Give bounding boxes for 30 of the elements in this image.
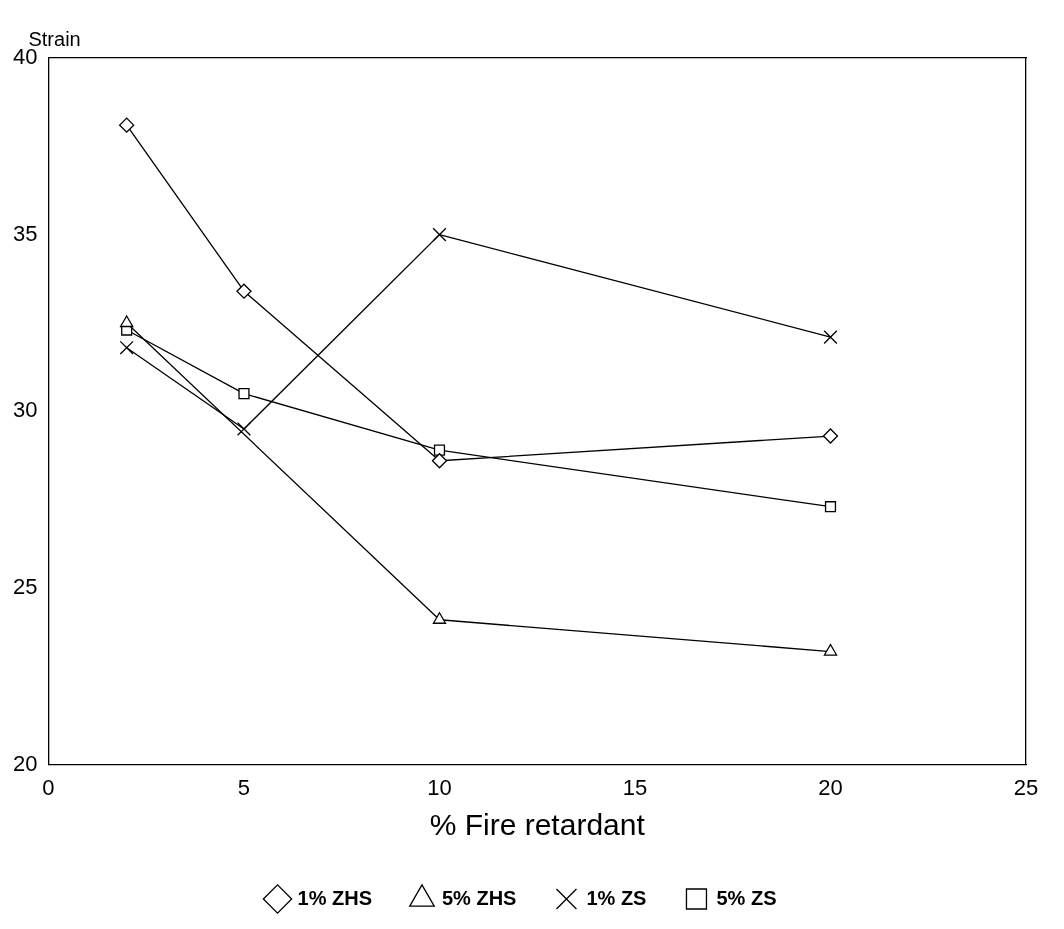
legend-label: 1% ZS xyxy=(586,886,647,909)
point xyxy=(119,315,134,328)
x-tick-label: 0 xyxy=(42,774,55,800)
point xyxy=(823,643,838,656)
y-axis-title: Strain xyxy=(28,27,81,50)
x-axis-title: % Fire retardant xyxy=(429,808,646,842)
point xyxy=(432,227,447,242)
point xyxy=(119,117,135,133)
legend-label: 1% ZHS xyxy=(297,886,372,909)
x-tick-label: 5 xyxy=(237,774,251,800)
y-tick-label: 25 xyxy=(12,574,38,600)
legend-label: 5% ZHS xyxy=(441,886,517,909)
point xyxy=(119,340,134,355)
point xyxy=(238,388,250,400)
point xyxy=(236,421,251,436)
x-tick-label: 10 xyxy=(427,774,452,800)
point xyxy=(431,453,448,469)
point xyxy=(824,501,837,513)
point xyxy=(432,612,447,624)
point xyxy=(433,444,446,456)
y-tick-label: 35 xyxy=(12,220,38,246)
point xyxy=(823,330,838,345)
y-tick-label: 20 xyxy=(12,750,38,776)
y-tick-label: 30 xyxy=(12,397,38,423)
legend-label: 5% ZS xyxy=(716,886,777,909)
x-tick-label: 15 xyxy=(622,774,648,800)
x-tick-label: 20 xyxy=(818,774,843,800)
point xyxy=(822,428,839,444)
x-tick-label: 25 xyxy=(1013,774,1039,800)
point xyxy=(236,283,252,299)
